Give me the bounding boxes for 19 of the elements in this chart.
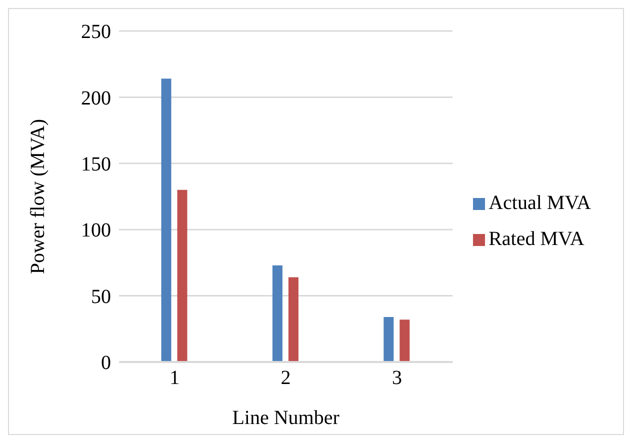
legend-label: Actual MVA: [488, 192, 591, 214]
y-tick-label: 200: [81, 87, 111, 110]
x-tick-label: 1: [170, 367, 180, 390]
y-tick-label: 150: [81, 154, 111, 176]
y-tick-label: 250: [81, 21, 111, 44]
y-tick-label: 100: [81, 220, 111, 242]
y-axis-title: Power flow (MVA): [27, 118, 50, 274]
bar: [161, 78, 172, 362]
bar: [400, 320, 410, 362]
y-tick-label: 0: [101, 352, 111, 374]
legend-label: Rated MVA: [488, 228, 584, 250]
y-tick-label: 50: [91, 286, 111, 308]
x-tick-label: 2: [280, 367, 291, 390]
bar: [384, 316, 394, 362]
bar: [288, 277, 298, 362]
x-tick-label: 3: [392, 367, 402, 390]
x-axis-title: Line Number: [232, 407, 340, 429]
bar: [272, 265, 282, 362]
bar: [177, 190, 188, 362]
